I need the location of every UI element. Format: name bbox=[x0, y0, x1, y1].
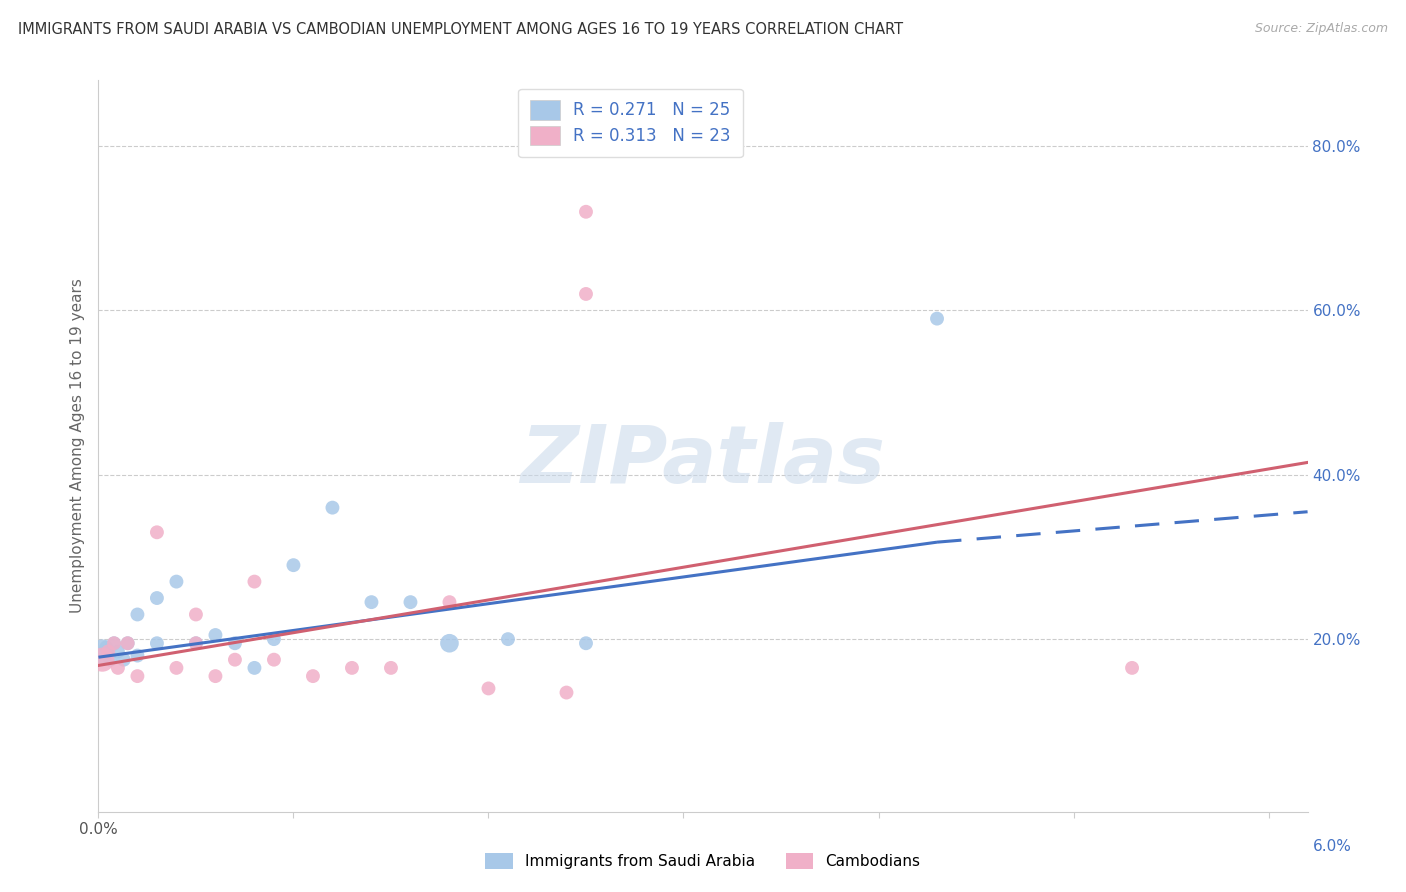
Point bbox=[165, 574, 187, 589]
Point bbox=[243, 574, 266, 589]
Point bbox=[439, 595, 461, 609]
Point bbox=[224, 636, 246, 650]
Point bbox=[97, 644, 120, 658]
Point bbox=[380, 661, 402, 675]
Point bbox=[107, 644, 129, 658]
Point bbox=[243, 661, 266, 675]
Point bbox=[184, 636, 207, 650]
Point bbox=[107, 661, 129, 675]
Point bbox=[399, 595, 422, 609]
Point bbox=[575, 204, 598, 219]
Y-axis label: Unemployment Among Ages 16 to 19 years: Unemployment Among Ages 16 to 19 years bbox=[69, 278, 84, 614]
Point bbox=[496, 632, 519, 647]
Point bbox=[117, 636, 139, 650]
Point bbox=[103, 636, 125, 650]
Text: IMMIGRANTS FROM SAUDI ARABIA VS CAMBODIAN UNEMPLOYMENT AMONG AGES 16 TO 19 YEARS: IMMIGRANTS FROM SAUDI ARABIA VS CAMBODIA… bbox=[18, 22, 904, 37]
Text: ZIPatlas: ZIPatlas bbox=[520, 422, 886, 500]
Point bbox=[127, 648, 149, 663]
Point bbox=[360, 595, 382, 609]
Point bbox=[1121, 661, 1143, 675]
Text: Source: ZipAtlas.com: Source: ZipAtlas.com bbox=[1254, 22, 1388, 36]
Point bbox=[127, 669, 149, 683]
Point bbox=[165, 661, 187, 675]
Point bbox=[112, 653, 135, 667]
Point bbox=[96, 640, 118, 655]
Point bbox=[127, 607, 149, 622]
Point bbox=[91, 653, 114, 667]
Point bbox=[575, 287, 598, 301]
Point bbox=[302, 669, 325, 683]
Point bbox=[321, 500, 343, 515]
Point bbox=[283, 558, 305, 573]
Point bbox=[204, 669, 226, 683]
Point bbox=[555, 685, 578, 699]
Point bbox=[146, 591, 169, 605]
Point bbox=[98, 653, 121, 667]
Point bbox=[477, 681, 499, 696]
Point bbox=[340, 661, 363, 675]
Legend: R = 0.271   N = 25, R = 0.313   N = 23: R = 0.271 N = 25, R = 0.313 N = 23 bbox=[519, 88, 742, 157]
Point bbox=[224, 653, 246, 667]
Point bbox=[146, 636, 169, 650]
Point bbox=[204, 628, 226, 642]
Point bbox=[103, 636, 125, 650]
Point bbox=[439, 636, 461, 650]
Point bbox=[117, 636, 139, 650]
Point bbox=[575, 636, 598, 650]
Legend: Immigrants from Saudi Arabia, Cambodians: Immigrants from Saudi Arabia, Cambodians bbox=[479, 847, 927, 875]
Point bbox=[184, 607, 207, 622]
Point bbox=[91, 644, 114, 658]
Point bbox=[263, 653, 285, 667]
Point bbox=[184, 636, 207, 650]
Point bbox=[925, 311, 948, 326]
Point bbox=[263, 632, 285, 647]
Point bbox=[146, 525, 169, 540]
Text: 6.0%: 6.0% bbox=[1313, 839, 1353, 855]
